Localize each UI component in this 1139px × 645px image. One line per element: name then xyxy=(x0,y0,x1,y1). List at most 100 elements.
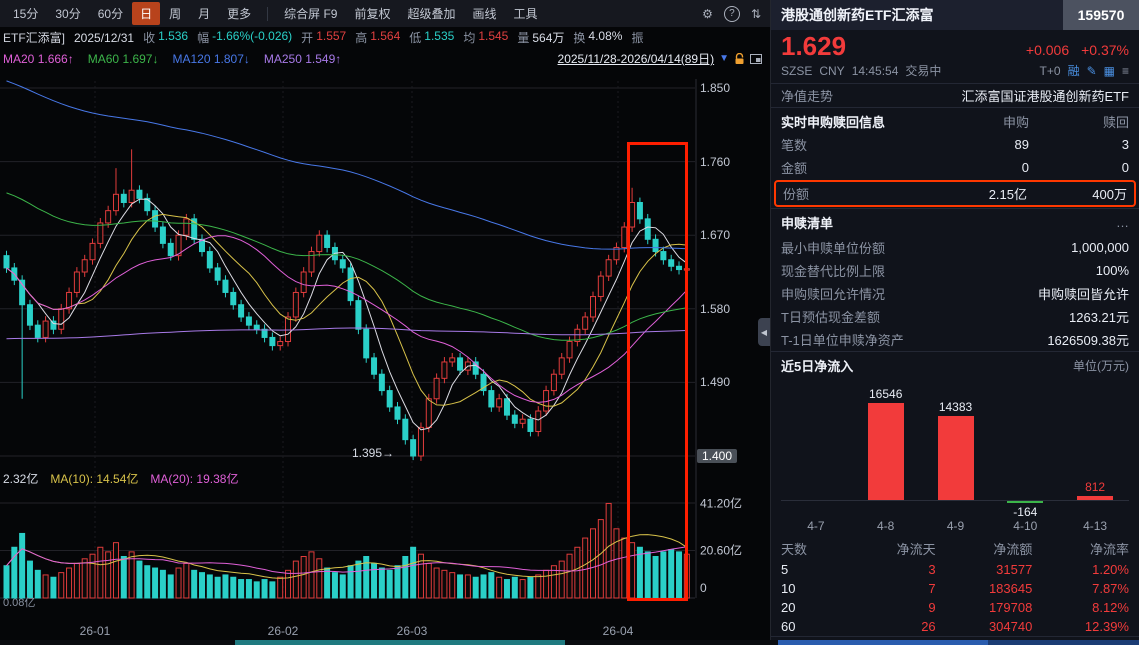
price-change: +0.006 xyxy=(1025,42,1070,58)
more-icon[interactable]: … xyxy=(1116,215,1129,230)
flow-cell: 8.12% xyxy=(1092,600,1129,615)
flow-cell: 10 xyxy=(781,581,796,596)
tool-composite-screen[interactable]: 综合屏 F9 xyxy=(284,7,338,21)
row-estimated-cash-diff: T日预估现金差额 1263.21元 xyxy=(781,310,1129,325)
ma20-value: MA20 1.666↑ xyxy=(3,51,74,66)
flow-cell: 7 xyxy=(928,581,936,596)
gear-icon[interactable]: ⚙ xyxy=(702,6,713,21)
float-window-icon[interactable] xyxy=(750,53,762,64)
inflow-bar xyxy=(937,415,974,501)
inflow-category-label: 4-9 xyxy=(946,519,965,533)
flow-table-header: 天数 xyxy=(781,542,808,557)
period-week[interactable]: 周 xyxy=(169,7,182,21)
volume-current: 2.32亿 xyxy=(3,472,39,486)
row-order-count: 笔数 89 3 xyxy=(781,137,1129,153)
toolbar: 15分 30分 60分 日 周 月 更多 综合屏 F9 前复权 超级叠加 画线 … xyxy=(0,0,770,27)
tool-forward-adjust[interactable]: 前复权 xyxy=(354,7,391,21)
creation-list-title: 申赎清单 xyxy=(781,216,834,231)
nav-trend-row[interactable]: 净值走势 汇添富国证港股通创新药ETF xyxy=(771,83,1139,107)
inflow-bar xyxy=(1007,501,1044,503)
net-inflow-bar-chart: 4-7 4-8 16546 4-9 14383 4-10 -164 4-13 812 xyxy=(781,381,1129,533)
grid-icon[interactable]: ▦ xyxy=(1103,63,1115,78)
flow-cell: 7.87% xyxy=(1092,581,1129,596)
inflow-category-label: 4-7 xyxy=(807,519,825,533)
turnover-value: 4.08% xyxy=(588,29,623,43)
inflow-value-label: -164 xyxy=(1013,505,1038,519)
price-axis-label-highlighted: 1.400 xyxy=(697,449,738,463)
chart-scrollbar[interactable] xyxy=(235,640,565,645)
quote-info-bar: ETF汇添富] 2025/12/31 收 1.536 幅 -1.66%(-0.026… xyxy=(0,27,770,48)
creation-list-section-header: 申赎清单 … xyxy=(771,208,1139,236)
t0-badge: T+0 xyxy=(1039,63,1061,78)
period-60min[interactable]: 60分 xyxy=(97,7,124,21)
exchange-label: SZSE xyxy=(781,63,813,78)
volume-axis-label: 41.20亿 xyxy=(700,496,743,511)
menu-icon[interactable]: ≡ xyxy=(1121,63,1129,78)
row-cash-substitute-cap: 现金替代比例上限 100% xyxy=(781,263,1129,279)
flow-cell: 20 xyxy=(781,600,796,615)
flow-table: 天数 净流天 净流额 净流率 5 3 31577 1.20% 10 7 1836… xyxy=(771,533,1139,636)
price-axis-label: 1.490 xyxy=(700,375,731,389)
quote-panel: 港股通创新药ETF汇添富 159570 1.629 +0.006 +0.37% … xyxy=(770,0,1139,645)
avg-value: 1.545 xyxy=(478,29,509,43)
realtime-section-header: 实时申购赎回信息 申购 赎回 xyxy=(771,107,1139,133)
quote-date: 2025/12/31 xyxy=(74,30,135,45)
inflow-category-label: 4-10 xyxy=(1013,519,1038,533)
volume-min-label: 0.08亿 xyxy=(3,597,36,609)
inflow-bar xyxy=(867,403,904,501)
period-15min[interactable]: 15分 xyxy=(13,7,39,21)
panel-tab-strip[interactable] xyxy=(988,640,1139,645)
symbol-label: ETF汇添富] xyxy=(3,31,65,45)
date-range-selector[interactable]: 2025/11/28-2026/04/14(89日) xyxy=(557,52,715,66)
period-day[interactable]: 日 xyxy=(132,2,161,25)
flow-table-header: 净流额 xyxy=(993,542,1033,557)
low-price-annotation: 1.395→ xyxy=(352,446,395,460)
lock-icon[interactable] xyxy=(734,52,745,65)
flow-table-header: 净流天 xyxy=(896,542,936,557)
panel-arrows-icon[interactable]: ⇅ xyxy=(750,6,761,21)
x-axis-tick: 26-02 xyxy=(267,624,299,638)
ma60-value: MA60 1.697↓ xyxy=(87,51,159,66)
realtime-section-title: 实时申购赎回信息 xyxy=(781,115,886,130)
ma250-value: MA250 1.549↑ xyxy=(263,51,342,66)
tool-toolbox[interactable]: 工具 xyxy=(513,7,538,21)
period-month[interactable]: 月 xyxy=(198,7,211,21)
pencil-icon[interactable]: ✎ xyxy=(1086,63,1097,78)
collapse-panel-button[interactable]: ◀ xyxy=(758,318,770,346)
inflow-category-label: 4-13 xyxy=(1083,519,1108,533)
nav-label: 净值走势 xyxy=(781,89,834,104)
chart-region: 15分 30分 60分 日 周 月 更多 综合屏 F9 前复权 超级叠加 画线 … xyxy=(0,0,770,645)
help-icon[interactable]: ? xyxy=(723,5,740,22)
panel-header: 港股通创新药ETF汇添富 159570 xyxy=(771,0,1139,30)
flow-cell: 1.20% xyxy=(1092,562,1129,577)
flow-table-header: 净流率 xyxy=(1089,542,1129,557)
volume-value: 564万 xyxy=(532,31,565,45)
price-axis-label: 1.580 xyxy=(700,302,731,316)
open-value: 1.557 xyxy=(316,29,347,43)
period-more[interactable]: 更多 xyxy=(227,7,252,21)
tool-draw-line[interactable]: 画线 xyxy=(472,7,497,21)
ma120-value: MA120 1.807↓ xyxy=(172,51,250,66)
flow-cell: 5 xyxy=(781,562,789,577)
panel-tab-strip[interactable] xyxy=(778,640,988,645)
currency-label: CNY xyxy=(819,63,845,78)
chevron-down-icon[interactable]: ▼ xyxy=(719,53,729,64)
volume-ma20: MA(20): 19.38亿 xyxy=(150,472,239,486)
row-t1-unit-nav: T-1日单位申赎净资产 1626509.38元 xyxy=(781,333,1129,348)
row-min-unit-shares: 最小申赎单位份额 1,000,000 xyxy=(781,240,1129,256)
price-axis-label: 1.670 xyxy=(700,228,731,242)
volume-indicator-bar: 2.32亿 MA(10): 14.54亿 MA(20): 19.38亿 xyxy=(3,470,238,487)
flow-cell: 3 xyxy=(928,562,936,577)
inflow-title: 近5日净流入 xyxy=(781,359,854,374)
inflow-unit: 单位(万元) xyxy=(1073,359,1129,373)
period-30min[interactable]: 30分 xyxy=(55,7,81,21)
row-amount: 金额 0 0 xyxy=(781,160,1129,176)
candlestick-chart[interactable] xyxy=(0,69,770,645)
row-shares-highlighted: 份额 2.15亿 400万 xyxy=(774,180,1136,207)
flow-cell: 9 xyxy=(928,600,936,615)
inflow-axis-line xyxy=(781,500,1129,501)
flow-cell: 183645 xyxy=(988,581,1033,596)
flow-cell: 60 xyxy=(781,619,796,634)
tool-super-overlay[interactable]: 超级叠加 xyxy=(407,7,456,21)
row-creation-redemption-status: 申购赎回允许情况 申购赎回皆允许 xyxy=(781,287,1129,302)
